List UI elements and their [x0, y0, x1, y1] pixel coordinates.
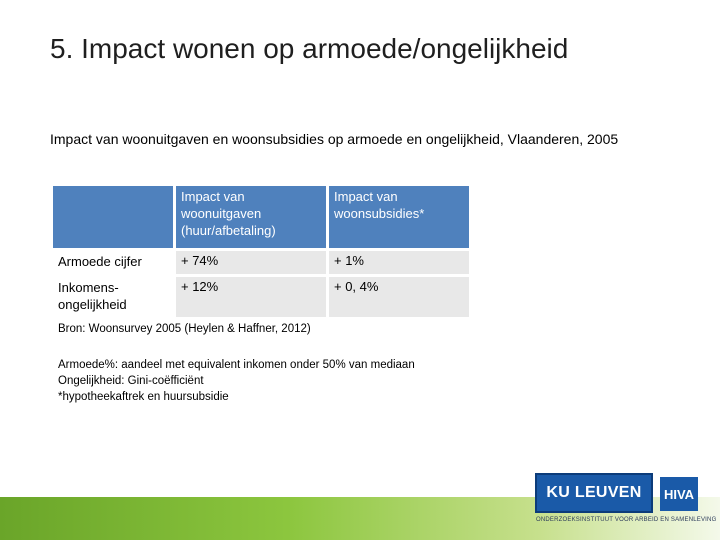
table-row: Inkomens-ongelijkheid + 12% + 0, 4% [53, 277, 469, 317]
table-row: Armoede cijfer + 74% + 1% [53, 251, 469, 274]
ku-leuven-logo: KU LEUVEN [535, 473, 653, 513]
cell-ongelijkheid-woonsubsidies: + 0, 4% [329, 277, 469, 317]
logo-tagline: ONDERZOEKSINSTITUUT VOOR ARBEID EN SAMEN… [536, 517, 717, 523]
footnote-ongelijkheid: Ongelijkheid: Gini-coëfficiënt [58, 375, 204, 387]
ku-leuven-logo-text: KU LEUVEN [546, 484, 642, 501]
cell-armoede-woonuitgaven: + 74% [176, 251, 326, 274]
table-header-row: Impact van woonuitgaven (huur/afbetaling… [53, 186, 469, 248]
cell-ongelijkheid-woonuitgaven: + 12% [176, 277, 326, 317]
row-label-armoede: Armoede cijfer [53, 251, 173, 274]
slide-title: 5. Impact wonen op armoede/ongelijkheid [50, 33, 569, 64]
column-header-woonuitgaven: Impact van woonuitgaven (huur/afbetaling… [176, 186, 326, 248]
hiva-logo: HIVA [660, 477, 698, 511]
row-label-inkomensongelijkheid: Inkomens-ongelijkheid [53, 277, 173, 317]
footnotes: Armoede%: aandeel met equivalent inkomen… [58, 357, 415, 405]
table-corner-cell [53, 186, 173, 248]
column-header-woonsubsidies: Impact van woonsubsidies* [329, 186, 469, 248]
hiva-logo-text: HIVA [663, 486, 695, 502]
impact-table: Impact van woonuitgaven (huur/afbetaling… [50, 183, 472, 320]
footnote-subsidies: *hypotheekaftrek en huursubsidie [58, 391, 229, 403]
table-caption: Impact van woonuitgaven en woonsubsidies… [50, 131, 619, 147]
source-note: Bron: Woonsurvey 2005 (Heylen & Haffner,… [58, 323, 311, 335]
cell-armoede-woonsubsidies: + 1% [329, 251, 469, 274]
footnote-armoede: Armoede%: aandeel met equivalent inkomen… [58, 359, 415, 371]
